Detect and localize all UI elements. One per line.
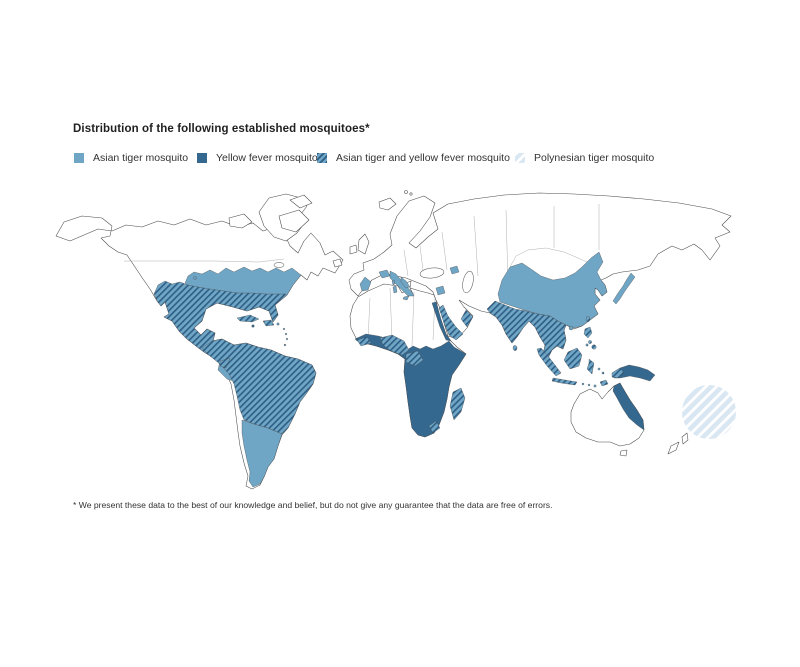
svalbard-island [409, 192, 413, 196]
region-southern-usa-mexico-central-america [153, 280, 287, 372]
region-palawan [585, 343, 589, 347]
asian-tiger-swatch-icon [74, 153, 84, 163]
caspian-sea [462, 270, 474, 294]
region-timor [599, 379, 609, 387]
page-title: Distribution of the following establishe… [73, 123, 370, 135]
country-borders [124, 204, 600, 347]
region-sulawesi [586, 358, 595, 375]
region-oman [460, 309, 474, 328]
tasmania-island [619, 449, 628, 457]
region-sahel [379, 334, 410, 356]
region-antilles [285, 337, 289, 341]
region-west-new-guinea [611, 367, 625, 379]
region-india-southeast-asia [486, 300, 567, 364]
region-queensland [612, 382, 645, 431]
both-species-swatch-icon [317, 153, 327, 163]
new-zealand-south-island [667, 441, 680, 455]
regions-yellow-fever [237, 301, 656, 438]
region-japan [612, 272, 636, 305]
region-antilles [284, 332, 288, 336]
region-corsica [391, 279, 396, 286]
region-central-african [405, 350, 424, 367]
region-east-spain [359, 276, 372, 292]
legend-label: Asian tiger mosquito [93, 152, 189, 164]
region-hainan [568, 325, 574, 331]
yellow-fever-swatch-icon [197, 153, 207, 163]
region-moluccas [601, 371, 605, 375]
region-polynesia-circle [682, 385, 736, 439]
svalbard-island [404, 190, 408, 194]
region-amazon-overlay-west [219, 357, 231, 369]
region-hispaniola [262, 319, 275, 327]
region-lesser-sunda [587, 383, 591, 387]
region-antilles [283, 343, 287, 347]
iceland-island [378, 197, 397, 211]
world-distribution-map [55, 190, 736, 490]
arctic-island [228, 213, 253, 229]
region-south-france [378, 269, 391, 279]
legend-item-both: Asian tiger and yellow fever mosquito [317, 151, 510, 165]
region-jamaica [251, 324, 255, 328]
region-guinea [356, 336, 372, 347]
region-adriatic-coast [400, 276, 411, 289]
ireland-island [349, 244, 358, 255]
legend-label: Yellow fever mosquito [216, 152, 318, 164]
legend-label: Polynesian tiger mosquito [534, 152, 655, 164]
footnote: * We present these data to the best of o… [73, 500, 553, 510]
region-sumatra [536, 347, 562, 377]
region-madagascar [449, 387, 466, 421]
region-moluccas [597, 367, 601, 371]
region-south-africa-east [428, 420, 441, 434]
region-red-sea-west-coast [431, 301, 452, 342]
great-lakes [273, 262, 285, 268]
region-sardinia [392, 285, 398, 294]
region-cuba [236, 314, 260, 323]
uk-island [357, 233, 370, 255]
legend-item-yellow-fever: Yellow fever mosquito [197, 151, 318, 165]
inland-seas [273, 262, 474, 294]
black-sea [419, 267, 445, 279]
baffin-island [278, 209, 310, 233]
region-borneo [563, 347, 583, 370]
region-northern-south-america [201, 338, 317, 435]
legend-label: Asian tiger and yellow fever mosquito [336, 152, 510, 164]
region-lesser-sunda [581, 382, 585, 386]
region-levant [435, 285, 446, 296]
newfoundland-island [332, 258, 343, 268]
region-luzon [583, 326, 593, 339]
regions-both-species [153, 280, 625, 435]
new-zealand-north-island [681, 432, 689, 445]
legend-item-polynesian: Polynesian tiger mosquito [515, 151, 654, 165]
region-subsaharan-africa [354, 333, 467, 438]
region-sicily [402, 295, 410, 301]
region-arabia-west-coast [438, 304, 464, 341]
region-visayas [588, 340, 592, 344]
region-antilles [282, 327, 286, 331]
region-mindanao [591, 344, 597, 350]
region-puerto-rico [276, 322, 280, 326]
region-black-sea-east [449, 265, 460, 275]
region-taiwan [586, 316, 590, 322]
region-new-guinea [611, 364, 656, 382]
region-sri-lanka [512, 345, 518, 351]
region-java [551, 377, 578, 386]
region-lesser-sunda [593, 384, 597, 388]
ellesmere-island [289, 194, 313, 209]
legend-item-asian-tiger: Asian tiger mosquito [74, 151, 188, 165]
region-us-dot [193, 276, 197, 280]
polynesian-swatch-icon [515, 153, 525, 163]
